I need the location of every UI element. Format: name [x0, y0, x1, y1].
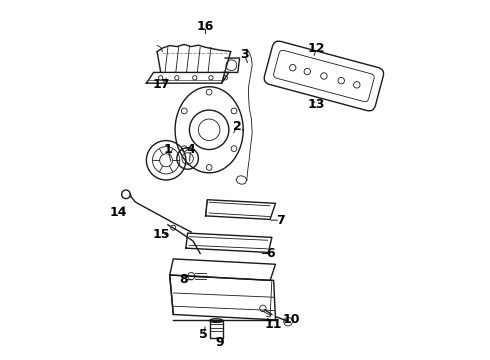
Text: 3: 3 [240, 48, 248, 61]
Text: 15: 15 [153, 228, 171, 241]
Text: 5: 5 [199, 328, 208, 341]
Text: 1: 1 [164, 143, 172, 156]
Text: 6: 6 [267, 247, 275, 260]
Text: 10: 10 [282, 313, 300, 327]
Text: 2: 2 [233, 120, 242, 133]
Text: 12: 12 [308, 41, 325, 54]
Text: 16: 16 [197, 20, 214, 33]
Text: 17: 17 [153, 78, 171, 91]
Text: 13: 13 [307, 98, 325, 111]
Text: 4: 4 [186, 143, 195, 156]
Text: 8: 8 [180, 273, 188, 286]
Text: 7: 7 [276, 214, 285, 227]
Text: 14: 14 [110, 206, 127, 219]
Text: 9: 9 [216, 336, 224, 348]
Text: 11: 11 [264, 318, 282, 331]
